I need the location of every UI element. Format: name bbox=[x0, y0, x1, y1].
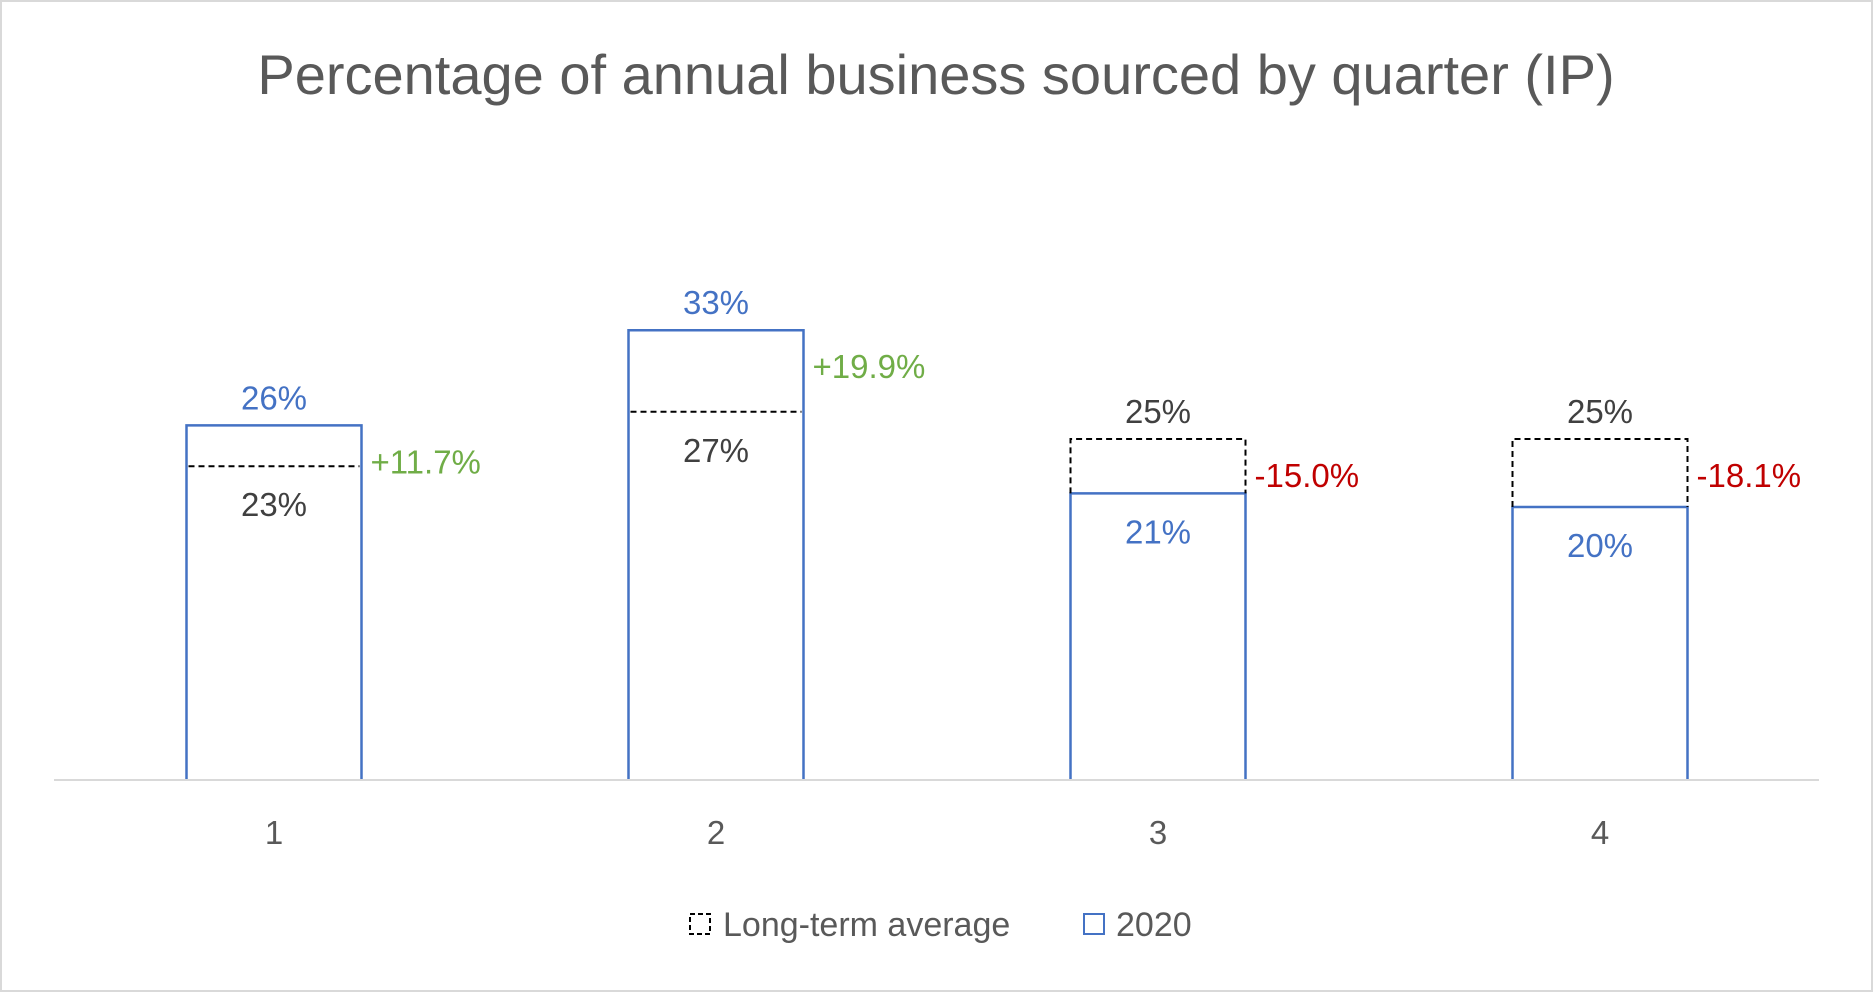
x-tick-label-q2: 2 bbox=[707, 814, 725, 851]
data-label-long-term-average-q3: 25% bbox=[1125, 393, 1191, 430]
bars-layer: 26% 23% +11.7% 33% 27% +19.9% 21% 25% -15.0% 20% 2… bbox=[185, 284, 1802, 779]
change-label-q4: -18.1% bbox=[1697, 457, 1802, 494]
data-label-2020-q1: 26% bbox=[241, 379, 307, 416]
legend-label-2020: 2020 bbox=[1116, 906, 1192, 944]
bar-2020-q1 bbox=[185, 424, 363, 779]
bar-2020-q4 bbox=[1511, 505, 1689, 779]
data-label-long-term-average-q2: 27% bbox=[683, 432, 749, 469]
change-label-q2: +19.9% bbox=[813, 348, 926, 385]
legend-label-long-term-average: Long-term average bbox=[723, 906, 1010, 944]
bar-2020-q2 bbox=[627, 328, 805, 779]
x-tick-label-q4: 4 bbox=[1591, 814, 1609, 851]
chart-title: Percentage of annual business sourced by… bbox=[257, 43, 1614, 106]
data-label-long-term-average-q4: 25% bbox=[1567, 393, 1633, 430]
legend-swatch-2020 bbox=[1083, 913, 1105, 935]
bar-2020-q3 bbox=[1069, 492, 1247, 779]
change-label-q3: -15.0% bbox=[1255, 457, 1360, 494]
data-label-2020-q2: 33% bbox=[683, 284, 749, 321]
x-tick-label-q3: 3 bbox=[1149, 814, 1167, 851]
change-label-q1: +11.7% bbox=[371, 443, 481, 480]
bar-long-term-average-q3 bbox=[1069, 438, 1247, 494]
x-tick-label-q1: 1 bbox=[265, 814, 283, 851]
x-tick-labels: 1 2 3 4 bbox=[265, 814, 1609, 851]
legend: Long-term average 2020 bbox=[689, 906, 1192, 944]
data-label-2020-q3: 21% bbox=[1125, 513, 1191, 550]
legend-swatch-long-term-average bbox=[689, 913, 711, 935]
bar-long-term-average-q4 bbox=[1511, 438, 1689, 507]
data-label-long-term-average-q1: 23% bbox=[241, 486, 307, 523]
data-label-2020-q4: 20% bbox=[1567, 527, 1633, 564]
